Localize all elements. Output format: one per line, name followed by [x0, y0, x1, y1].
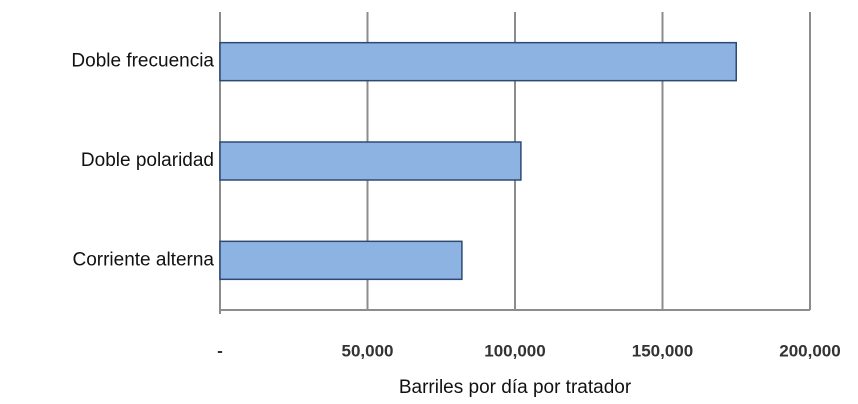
bar	[219, 41, 737, 82]
x-tick-label: 150,000	[632, 341, 693, 360]
bar	[219, 141, 522, 181]
x-tick-label: 100,000	[484, 341, 545, 360]
y-tick-label: Corriente alterna	[72, 249, 214, 270]
x-tick-label: -	[217, 341, 223, 360]
y-tick-label: Doble frecuencia	[71, 51, 214, 72]
x-tick-label: 50,000	[342, 341, 394, 360]
x-axis-title: Barriles por día por tratador	[399, 377, 632, 398]
y-tick-label: Doble polaridad	[81, 150, 214, 171]
bar	[219, 240, 463, 281]
x-tick-label: 200,000	[779, 341, 840, 360]
